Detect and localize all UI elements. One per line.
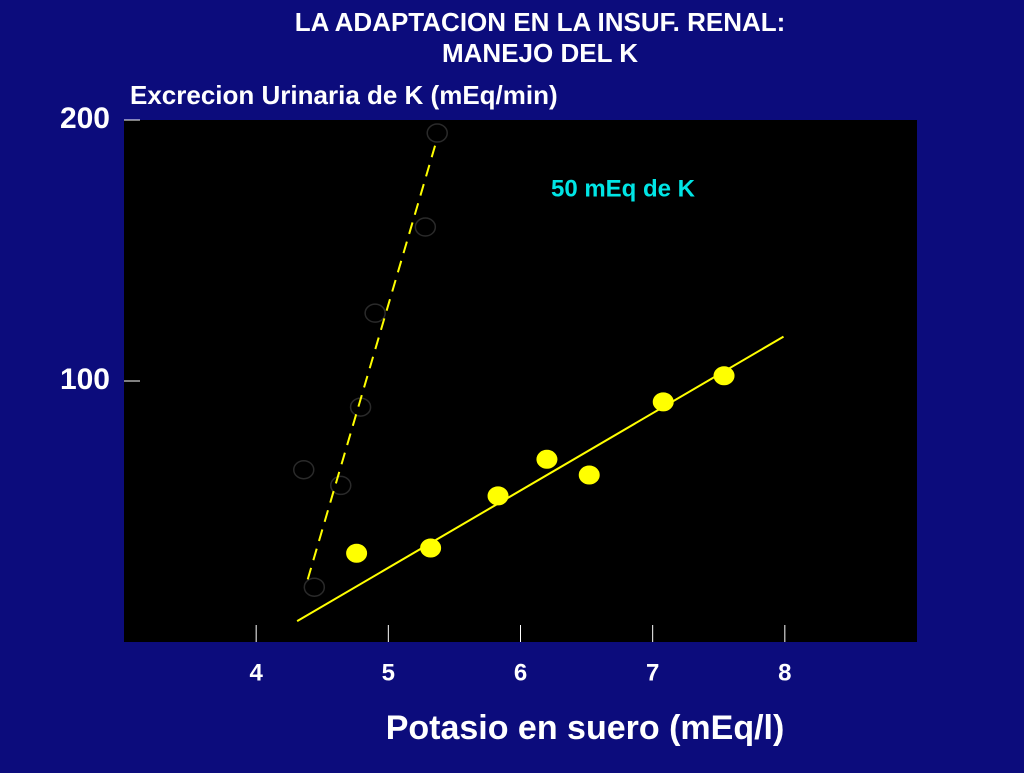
plot-area — [124, 120, 917, 642]
data-point — [346, 543, 368, 563]
x-tick-label: 8 — [778, 659, 791, 686]
data-point — [713, 366, 735, 386]
x-tick-label: 7 — [646, 659, 659, 686]
x-axis-label: Potasio en suero (mEq/l) — [386, 709, 785, 747]
chart-title: LA ADAPTACION EN LA INSUF. RENAL: — [295, 7, 786, 37]
x-tick-label: 5 — [382, 659, 395, 686]
annotation: 50 mEq de K — [551, 175, 696, 202]
data-point — [578, 465, 600, 485]
y-tick-label: 200 — [60, 102, 110, 135]
y-tick-label: 100 — [60, 363, 110, 396]
data-point — [292, 459, 315, 480]
data-point — [364, 303, 386, 323]
data-point — [536, 449, 558, 469]
data-point — [426, 123, 448, 143]
data-point — [487, 486, 509, 506]
chart-title: MANEJO DEL K — [442, 38, 638, 68]
data-point — [414, 217, 437, 237]
y-axis-label: Excrecion Urinaria de K (mEq/min) — [130, 80, 558, 110]
x-tick-label: 4 — [249, 659, 263, 686]
fit-line — [306, 137, 439, 580]
x-tick-label: 6 — [514, 659, 527, 686]
fit-line — [296, 335, 785, 622]
data-point — [303, 577, 326, 597]
